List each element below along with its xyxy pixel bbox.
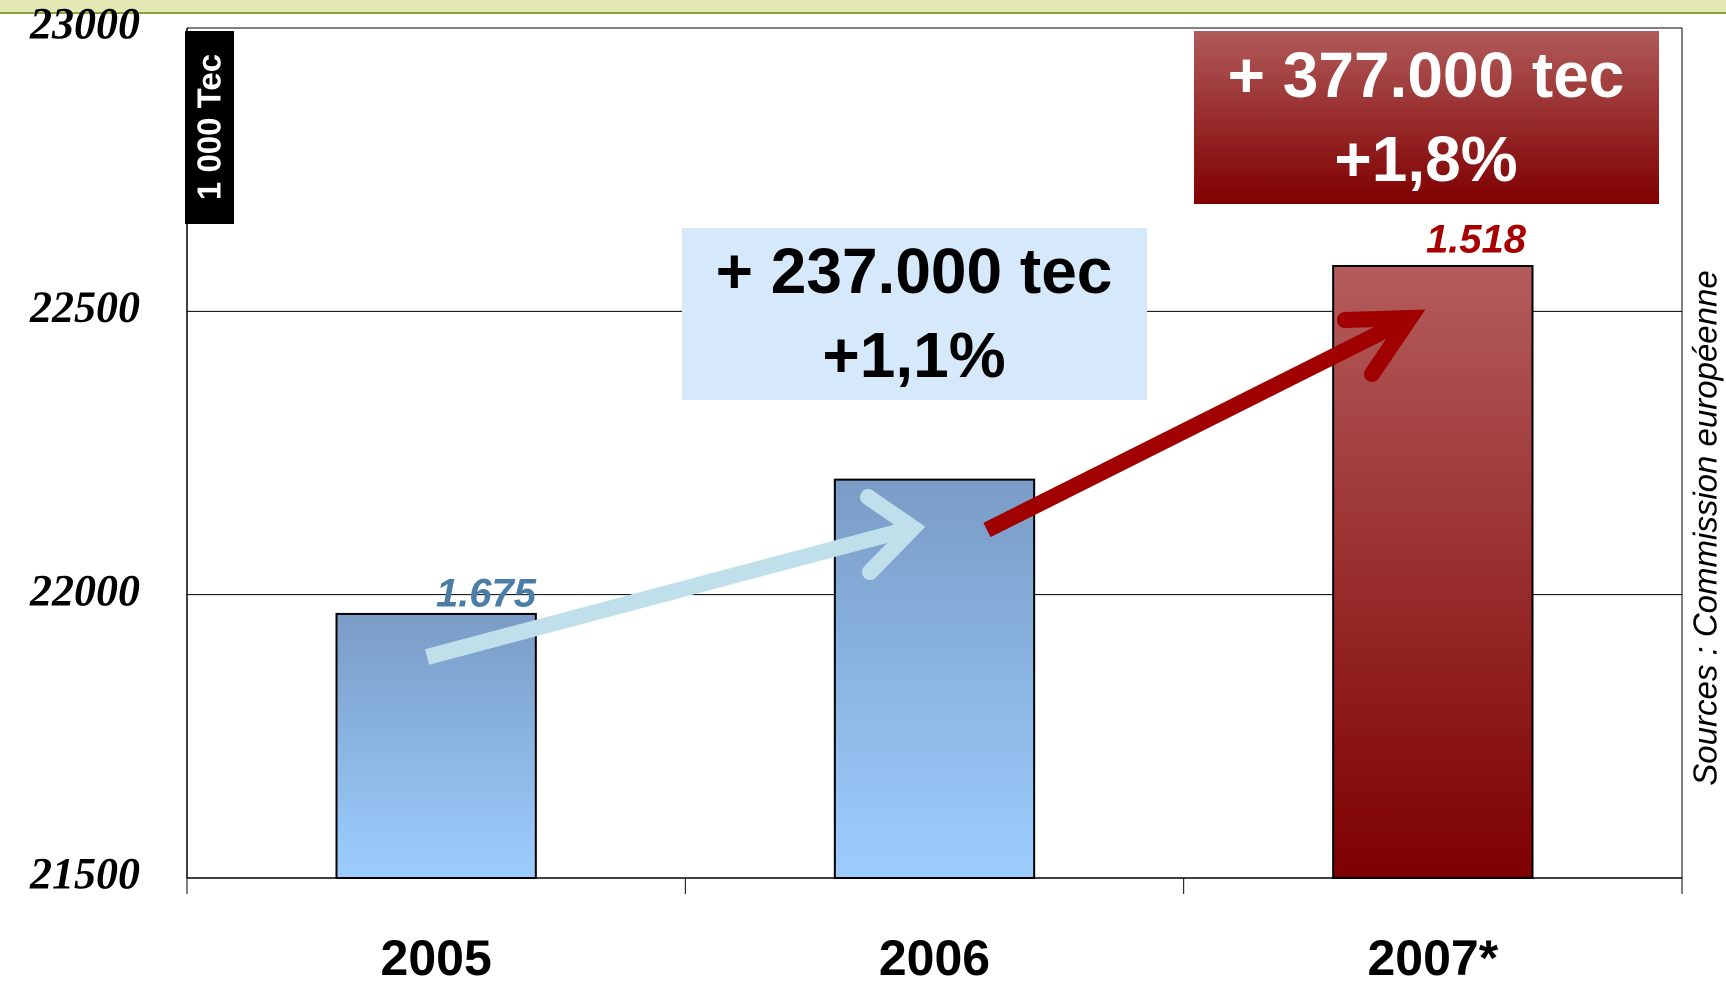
y-tick-label: 22500 [29,282,140,331]
arrow-2006-head [860,489,926,580]
arrow-2006 [424,522,908,665]
growth-pct: +1,8% [1334,123,1517,195]
bar [1332,265,1534,879]
arrow-2007 [983,315,1404,538]
unit-label: 1 000 Tec [191,54,228,200]
value-label: 1.675 [436,572,537,616]
value-label: 1.518 [1426,218,1527,262]
top-band [0,0,1726,12]
source: Sources : Commission européenne [1687,270,1724,785]
growth-box-2007 [1194,31,1659,204]
y-tick-label: 23000 [29,0,140,48]
unit-box [185,31,234,224]
y-tick-label: 22000 [29,566,140,615]
growth-amount: + 377.000 tec [1228,39,1625,111]
x-tick-label: 2007* [1367,930,1498,985]
x-tick-label: 2006 [879,930,990,985]
y-tick-label: 21500 [29,849,140,898]
growth-box-2006 [682,228,1147,400]
arrow-2007-head [1337,309,1426,382]
growth-pct: +1,1% [822,319,1005,391]
x-tick-label: 2005 [381,930,492,985]
growth-amount: + 237.000 tec [716,235,1113,307]
